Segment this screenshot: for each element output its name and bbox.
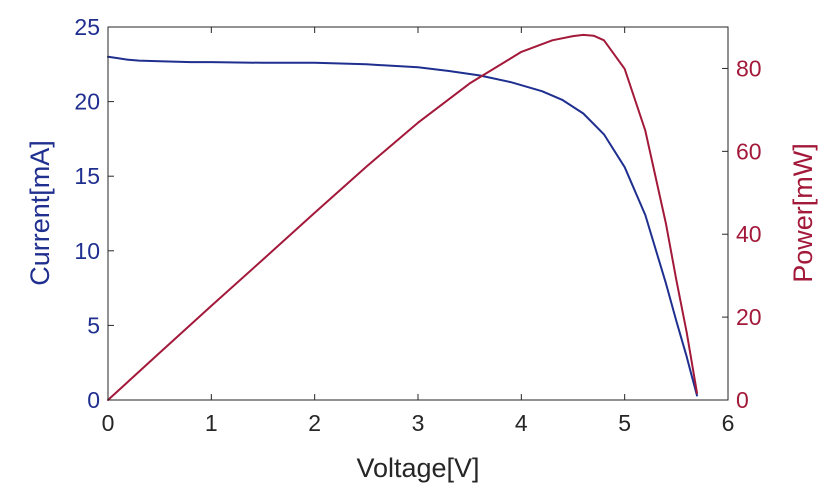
current-curve xyxy=(107,55,698,397)
x-tick-label: 6 xyxy=(722,410,735,436)
x-axis-ticks: 0 1 2 3 4 5 6 xyxy=(102,27,735,436)
x-axis-label: Voltage[V] xyxy=(356,453,479,483)
right-y-tick-label: 20 xyxy=(736,304,762,330)
right-y-tick-label: 80 xyxy=(736,55,762,81)
left-y-tick-label: 20 xyxy=(74,89,100,115)
plot-curves xyxy=(107,33,698,401)
x-tick-label: 2 xyxy=(308,410,321,436)
right-y-axis-ticks: 0 20 40 60 80 xyxy=(722,55,762,413)
plot-frame xyxy=(107,26,729,401)
left-y-tick-label: 5 xyxy=(87,312,100,338)
left-y-tick-label: 10 xyxy=(74,238,100,264)
right-y-tick-label: 0 xyxy=(736,387,749,413)
left-y-tick-label: 15 xyxy=(74,163,100,189)
power-curve xyxy=(107,33,698,401)
right-y-axis-label: Power[mW] xyxy=(788,143,818,283)
left-y-tick-label: 25 xyxy=(74,14,100,40)
left-y-axis-ticks: 0 5 10 15 20 25 xyxy=(74,14,114,413)
x-tick-label: 5 xyxy=(618,410,631,436)
left-y-tick-label: 0 xyxy=(87,387,100,413)
right-y-tick-label: 60 xyxy=(736,138,762,164)
x-tick-label: 1 xyxy=(205,410,218,436)
right-y-tick-label: 40 xyxy=(736,221,762,247)
x-tick-label: 4 xyxy=(515,410,528,436)
left-y-axis-label: Current[mA] xyxy=(25,140,55,286)
x-tick-label: 0 xyxy=(102,410,115,436)
x-tick-label: 3 xyxy=(412,410,425,436)
